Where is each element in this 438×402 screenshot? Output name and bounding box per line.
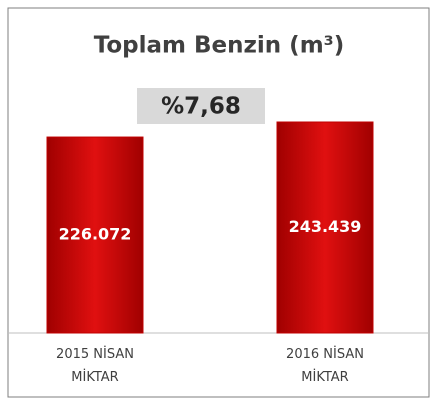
x-tick-label: 2015 NİSAN MİKTAR bbox=[56, 347, 134, 385]
x-tick-label: 2016 NİSAN MİKTAR bbox=[286, 347, 364, 385]
value-label: 226.072 bbox=[59, 225, 132, 244]
value-label: 243.439 bbox=[289, 217, 362, 236]
frame bbox=[7, 7, 430, 398]
chart-title: Toplam Benzin (m³) bbox=[94, 33, 345, 59]
bar bbox=[276, 121, 374, 334]
annotation: %7,68 bbox=[161, 94, 241, 120]
bar bbox=[46, 136, 144, 334]
annotation-box bbox=[137, 88, 265, 124]
